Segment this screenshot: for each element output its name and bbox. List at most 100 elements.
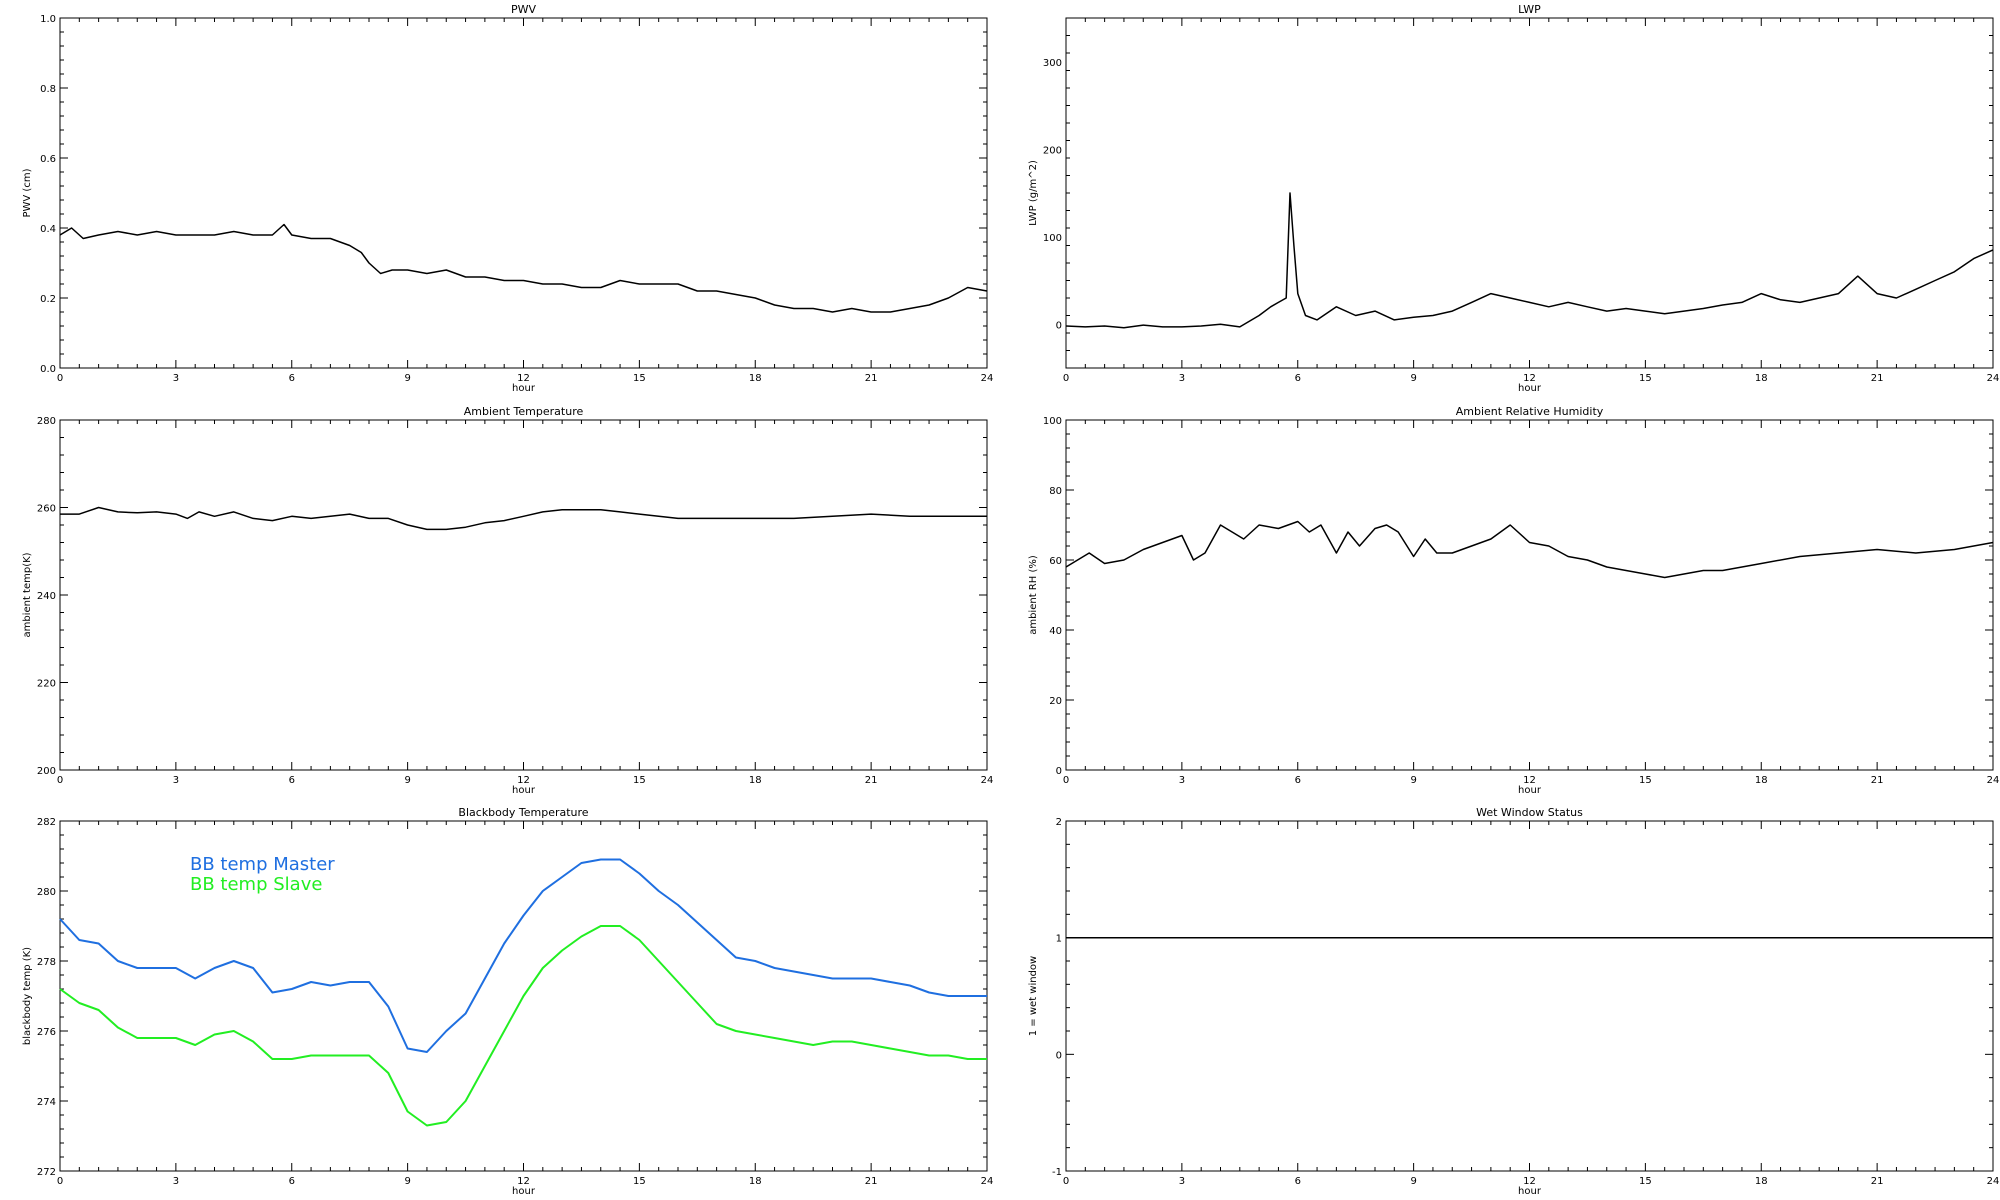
x-tick-label: 9 bbox=[1410, 1176, 1416, 1187]
chart-panel-4: Blackbody Temperature 0 3 6 9 12 15 18 21 24 hour 2… bbox=[22, 806, 993, 1197]
x-tick-label: 3 bbox=[173, 775, 179, 786]
x-axis-label: hour bbox=[1518, 1186, 1542, 1197]
x-tick-label: 12 bbox=[1523, 775, 1536, 786]
y-tick-label: 0.4 bbox=[40, 224, 56, 235]
x-tick-label: 24 bbox=[1987, 1176, 2000, 1187]
x-tick-label: 18 bbox=[1755, 1176, 1768, 1187]
x-tick-label: 21 bbox=[865, 373, 878, 384]
y-tick-label: 0.8 bbox=[40, 84, 56, 95]
x-tick-label: 21 bbox=[865, 775, 878, 786]
x-tick-label: 12 bbox=[1523, 373, 1536, 384]
y-axis-label: 1 = wet window bbox=[1028, 956, 1039, 1036]
x-tick-label: 12 bbox=[517, 775, 530, 786]
plot-frame bbox=[59, 17, 988, 369]
x-tick-label: 3 bbox=[1179, 775, 1185, 786]
x-tick-label: 3 bbox=[173, 1176, 179, 1187]
x-tick-label: 21 bbox=[1871, 373, 1884, 384]
x-axis-label: hour bbox=[512, 1186, 536, 1197]
x-axis-label: hour bbox=[1518, 383, 1542, 394]
y-tick-label: 240 bbox=[37, 591, 56, 602]
x-tick-label: 24 bbox=[981, 1176, 994, 1187]
x-tick-label: 18 bbox=[1755, 775, 1768, 786]
x-tick-label: 0 bbox=[1063, 1176, 1069, 1187]
x-tick-label: 3 bbox=[1179, 1176, 1185, 1187]
series-line-0 bbox=[1065, 520, 1994, 579]
chart-panel-1: LWP 0 3 6 9 12 15 18 21 24 hour 0 100 200 300 LWP (g/m^… bbox=[1028, 3, 1999, 394]
y-axis-label: blackbody temp (K) bbox=[22, 947, 33, 1045]
y-tick-label: 0.2 bbox=[40, 294, 56, 305]
y-tick-label: 1 bbox=[1056, 934, 1062, 945]
y-axis-label: ambient RH (%) bbox=[1028, 555, 1039, 635]
series-line-0 bbox=[59, 223, 988, 313]
x-tick-label: 15 bbox=[633, 1176, 646, 1187]
x-tick-label: 12 bbox=[1523, 1176, 1536, 1187]
x-tick-label: 3 bbox=[173, 373, 179, 384]
x-tick-label: 9 bbox=[404, 373, 410, 384]
x-tick-label: 9 bbox=[1410, 775, 1416, 786]
x-tick-label: 0 bbox=[57, 1176, 63, 1187]
x-tick-label: 15 bbox=[633, 373, 646, 384]
x-tick-label: 6 bbox=[1295, 775, 1301, 786]
x-tick-label: 24 bbox=[981, 373, 994, 384]
x-tick-label: 6 bbox=[1295, 373, 1301, 384]
x-tick-label: 18 bbox=[749, 1176, 762, 1187]
y-tick-label: 80 bbox=[1049, 486, 1062, 497]
series-line-1 bbox=[59, 925, 987, 1127]
x-tick-label: 24 bbox=[981, 775, 994, 786]
plot-frame bbox=[59, 419, 988, 771]
x-tick-label: 9 bbox=[404, 1176, 410, 1187]
x-tick-label: 0 bbox=[1063, 775, 1069, 786]
y-tick-label: 60 bbox=[1049, 556, 1062, 567]
x-tick-label: 21 bbox=[1871, 1176, 1884, 1187]
y-tick-label: 220 bbox=[37, 679, 56, 690]
y-axis-label: PWV (cm) bbox=[22, 168, 33, 217]
x-tick-label: 15 bbox=[1639, 1176, 1652, 1187]
y-tick-label: 200 bbox=[37, 766, 56, 777]
y-tick-label: 0 bbox=[1056, 320, 1062, 331]
x-axis-label: hour bbox=[512, 785, 536, 796]
x-tick-label: 6 bbox=[289, 775, 295, 786]
plot-frame bbox=[1065, 820, 1994, 1172]
y-tick-label: 0 bbox=[1056, 1050, 1062, 1061]
y-tick-label: 260 bbox=[37, 504, 56, 515]
chart-title: PWV bbox=[511, 3, 537, 16]
x-tick-label: 18 bbox=[749, 373, 762, 384]
y-tick-label: 1.0 bbox=[40, 14, 56, 25]
chart-title: Ambient Temperature bbox=[464, 405, 584, 418]
chart-panel-3: Ambient Relative Humidity 0 3 6 9 12 15 18 21 24 h… bbox=[1028, 405, 1999, 796]
y-tick-label: 0.6 bbox=[40, 154, 56, 165]
y-tick-label: 280 bbox=[37, 416, 56, 427]
legend-entry: BB temp Master bbox=[190, 854, 335, 875]
y-tick-label: 0.0 bbox=[40, 364, 56, 375]
x-tick-label: 21 bbox=[1871, 775, 1884, 786]
x-tick-label: 15 bbox=[1639, 775, 1652, 786]
chart-panel-2: Ambient Temperature 0 3 6 9 12 15 18 21 24 hour 200… bbox=[22, 405, 993, 796]
x-tick-label: 0 bbox=[57, 373, 63, 384]
chart-title: Ambient Relative Humidity bbox=[1456, 405, 1604, 418]
x-tick-label: 15 bbox=[633, 775, 646, 786]
y-tick-label: 272 bbox=[37, 1167, 56, 1178]
x-tick-label: 0 bbox=[57, 775, 63, 786]
y-tick-label: 100 bbox=[1043, 233, 1062, 244]
x-tick-label: 24 bbox=[1987, 775, 2000, 786]
x-tick-label: 3 bbox=[1179, 373, 1185, 384]
y-tick-label: 276 bbox=[37, 1027, 56, 1038]
x-tick-label: 6 bbox=[289, 373, 295, 384]
y-tick-label: 20 bbox=[1049, 696, 1062, 707]
x-tick-label: 21 bbox=[865, 1176, 878, 1187]
chart-title: LWP bbox=[1518, 3, 1541, 16]
y-tick-label: -1 bbox=[1052, 1167, 1062, 1178]
x-tick-label: 24 bbox=[1987, 373, 2000, 384]
y-tick-label: 274 bbox=[37, 1097, 56, 1108]
chart-title: Wet Window Status bbox=[1476, 806, 1583, 819]
x-tick-label: 18 bbox=[749, 775, 762, 786]
x-tick-label: 12 bbox=[517, 1176, 530, 1187]
y-tick-label: 100 bbox=[1043, 416, 1062, 427]
y-tick-label: 200 bbox=[1043, 145, 1062, 156]
x-tick-label: 18 bbox=[1755, 373, 1768, 384]
x-tick-label: 9 bbox=[404, 775, 410, 786]
y-axis-label: ambient temp(K) bbox=[22, 552, 33, 637]
x-tick-label: 6 bbox=[289, 1176, 295, 1187]
series-line-0 bbox=[59, 858, 987, 1053]
x-tick-label: 6 bbox=[1295, 1176, 1301, 1187]
